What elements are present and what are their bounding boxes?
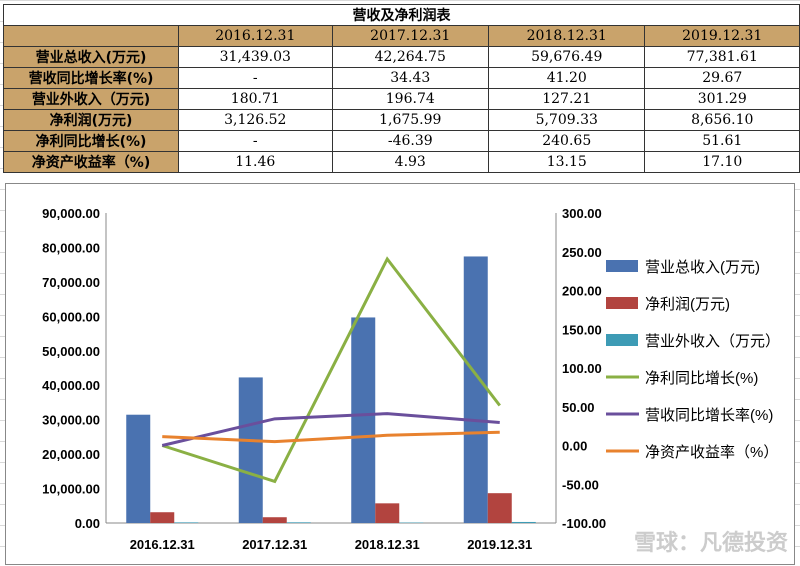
row-label: 净利润(万元) [2,109,180,131]
left-tick-label: 80,000.00 [42,240,100,255]
right-tick-label: 300.00 [562,206,602,221]
row-label: 营业外收入（万元) [2,88,180,110]
table-cell: 301.29 [644,88,800,110]
table-cell: 42,264.75 [331,46,490,68]
left-tick-label: 50,000.00 [42,344,100,359]
legend-swatch [606,260,638,272]
data-table: 营收及净利润表 2016.12.31 2017.12.31 2018.12.31 20… [2,4,800,173]
legend-swatch [606,334,638,346]
x-tick-label: 2019.12.31 [467,537,532,552]
table-cell: -46.39 [331,130,490,152]
legend-label: 营业总收入(万元) [645,259,760,276]
left-tick-label: 40,000.00 [42,378,100,393]
bar-non-operating-income [286,522,311,523]
chart[interactable]: 0.00 10,000.00 20,000.00 30,000.00 40,000.00… [5,183,795,565]
bar-net-profit [487,493,512,523]
table-cell: 17.10 [644,151,800,173]
table-cell: 240.65 [487,130,646,152]
column-header: 2018.12.31 [487,25,646,47]
table-row: 净资产收益率（%) 11.46 4.93 13.15 17.10 [2,151,800,173]
table-cell: 4.93 [331,151,490,173]
table-cell: 8,656.10 [644,109,800,131]
left-tick-label: 70,000.00 [42,275,100,290]
table-cell: 5,709.33 [487,109,646,131]
legend-label: 净资产收益率（%） [645,444,778,461]
right-tick-label: 150.00 [562,322,602,337]
table-cell: 196.74 [331,88,490,110]
table-row: 营业外收入（万元) 180.71 196.74 127.21 301.29 [2,88,800,110]
table-row: 营收同比增长率(%) -34.43 41.20 29.67 [2,67,800,89]
table-cell: 1,675.99 [331,109,490,131]
column-header: 2019.12.31 [644,25,800,47]
right-tick-label: 100.00 [562,361,602,376]
legend-label: 营收同比增长率(%) [645,407,773,424]
bar-revenue [463,256,488,523]
table-row: 营业总收入(万元) 31,439.03 42,264.75 59,676.49 77,3… [2,46,800,68]
table-cell: 180.71 [178,88,333,110]
x-tick-label: 2018.12.31 [355,537,420,552]
right-tick-label: 50.00 [562,400,595,415]
bar-revenue [126,414,151,523]
table-cell: 51.61 [644,130,800,152]
table-cell: 29.67 [644,67,800,89]
line-series-0 [161,256,501,484]
right-tick-label: 250.00 [562,245,602,260]
table-cell: - [178,130,333,152]
right-tick-label: -50.00 [562,477,599,492]
bar-net-profit [262,517,287,523]
bar-non-operating-income [174,522,199,523]
right-tick-label: -100.00 [562,516,606,531]
left-tick-label: 60,000.00 [42,309,100,324]
left-tick-label: 20,000.00 [42,447,100,462]
right-tick-label: 200.00 [562,284,602,299]
table-cell: - [178,67,333,89]
table-cell: 31,439.03 [178,46,333,68]
legend-label: 净利润(万元) [645,296,730,313]
left-tick-label: 90,000.00 [42,206,100,221]
legend-label: 净利同比增长(%) [645,370,758,387]
right-tick-label: 0.00 [562,439,587,454]
line-series-1 [161,412,500,447]
left-tick-label: 0.00 [75,516,100,531]
row-label: 净资产收益率（%) [2,151,180,173]
column-header: 2017.12.31 [331,25,490,47]
row-label: 营业总收入(万元) [2,46,180,68]
left-tick-label: 10,000.00 [42,482,100,497]
table-cell: 59,676.49 [487,46,646,68]
table-cell: 3,126.52 [178,109,333,131]
bar-revenue [238,377,263,523]
table-row: 净利润(万元) 3,126.52 1,675.99 5,709.33 8,656.10 [2,109,800,131]
row-label: 营收同比增长率(%) [2,67,180,89]
x-tick-label: 2017.12.31 [242,537,307,552]
line-series-2 [162,430,500,444]
bar-revenue [351,317,376,523]
left-tick-label: 30,000.00 [42,413,100,428]
watermark: 雪球：凡德投资 [634,530,788,555]
bar-non-operating-income [511,521,536,523]
table-cell: 77,381.61 [644,46,800,68]
column-header: 2016.12.31 [178,25,333,47]
table-row: 净利同比增长(%) - -46.39 240.65 51.61 [2,130,800,152]
table-title: 营收及净利润表 [3,4,800,26]
table-header: 2016.12.31 2017.12.31 2018.12.31 2019.12.31 [2,25,800,47]
table-cell: 11.46 [178,151,333,173]
table-cell: 41.20 [487,67,646,89]
bar-net-profit [150,512,175,523]
x-tick-label: 2016.12.31 [130,537,195,552]
row-label: 净利同比增长(%) [2,130,180,152]
legend-label: 营业外收入（万元） [645,333,780,350]
bar-net-profit [375,503,400,523]
legend-swatch [606,297,638,309]
column-header [2,25,180,47]
table-cell: 127.21 [487,88,646,110]
table-cell: 13.15 [487,151,646,173]
chart-svg: 0.00 10,000.00 20,000.00 30,000.00 40,000.00… [42,206,788,555]
table-cell: 34.43 [331,67,490,89]
